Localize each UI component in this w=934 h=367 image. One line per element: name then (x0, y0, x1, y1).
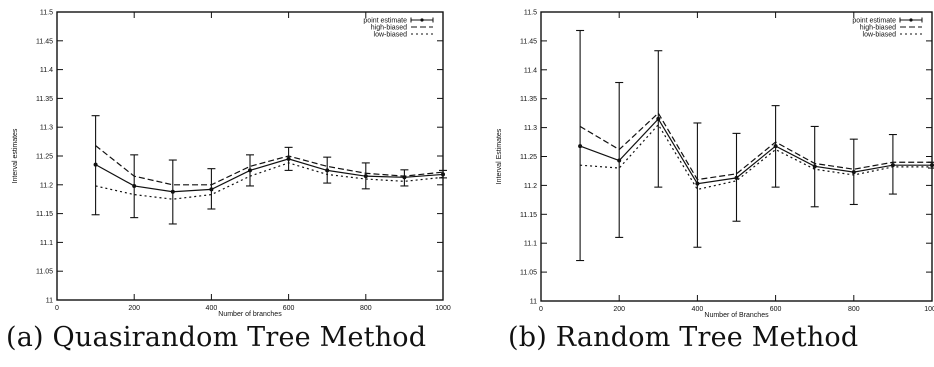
point-marker (578, 144, 583, 149)
point-marker (851, 170, 856, 175)
y-tick-label: 11.2 (524, 183, 537, 190)
y-tick-label: 11.5 (524, 10, 537, 17)
legend-marker (909, 18, 913, 22)
legend-label: low-biased (863, 32, 897, 39)
point-marker (773, 144, 778, 149)
y-tick-label: 11.5 (40, 10, 53, 17)
point-marker (170, 189, 175, 194)
x-tick-label: 400 (692, 306, 704, 313)
x-tick-label: 200 (128, 305, 140, 312)
y-tick-label: 11.4 (524, 67, 537, 74)
y-tick-label: 11.3 (524, 125, 537, 132)
series-line-dotted (580, 123, 932, 191)
y-axis-label: Interval estimates (12, 128, 19, 183)
x-tick-label: 800 (848, 306, 860, 313)
series-line-dotted (95, 162, 444, 200)
y-tick-label: 11.35 (36, 96, 53, 103)
y-tick-label: 11.05 (520, 270, 537, 277)
legend-label: high-biased (371, 25, 407, 32)
y-tick-label: 11.3 (40, 125, 53, 132)
series-line-errorbar (579, 117, 932, 185)
point-marker (132, 183, 137, 188)
point-marker (695, 181, 700, 186)
caption-random: (b) Random Tree Method (508, 322, 859, 353)
point-marker (286, 156, 291, 161)
x-tick-label: 0 (55, 305, 59, 312)
x-tick-label: 200 (613, 306, 625, 313)
y-tick-label: 11.1 (40, 240, 53, 247)
point-marker (890, 163, 895, 168)
point-marker (930, 163, 934, 168)
y-tick-label: 11.25 (36, 154, 53, 161)
x-tick-label: 1000 (924, 306, 934, 313)
plot-1: 11 11.05 11.1 11.15 11.2 11.25 11.3 11.35 11.4 11… (496, 10, 934, 319)
point-marker (209, 187, 214, 192)
y-tick-label: 11 (530, 299, 537, 306)
caption-quasirandom: (a) Quasirandom Tree Method (6, 322, 427, 353)
point-marker (812, 164, 817, 169)
x-tick-label: 600 (283, 305, 295, 312)
y-tick-label: 11.15 (520, 212, 537, 219)
x-tick-label: 0 (539, 306, 543, 313)
legend-label: point estimate (852, 18, 896, 25)
point-marker (363, 174, 368, 179)
x-tick-label: 400 (206, 305, 218, 312)
series-line-errorbar (95, 158, 444, 193)
x-axis-label: Number of branches (218, 311, 282, 318)
x-tick-label: 1000 (435, 305, 451, 312)
x-tick-label: 600 (770, 306, 782, 313)
y-tick-label: 11.35 (520, 96, 537, 103)
y-tick-label: 11.4 (40, 67, 53, 74)
y-tick-label: 11.1 (524, 241, 537, 248)
y-tick-label: 11.15 (36, 211, 53, 218)
legend-label: low-biased (374, 32, 408, 39)
plot-0: 11 11.05 11.1 11.15 11.2 11.25 11.3 11.35 11.4 11… (12, 10, 451, 319)
y-tick-label: 11 (46, 298, 53, 305)
x-tick-label: 800 (360, 305, 372, 312)
legend-label: high-biased (860, 25, 896, 32)
x-axis-label: Number of Branches (704, 312, 769, 319)
point-marker (325, 168, 330, 173)
y-tick-label: 11.2 (40, 182, 53, 189)
point-marker (656, 116, 661, 121)
legend-marker (420, 18, 424, 22)
y-tick-label: 11.45 (36, 38, 53, 45)
y-tick-label: 11.45 (520, 38, 537, 45)
y-tick-label: 11.25 (520, 154, 537, 161)
point-marker (441, 172, 445, 177)
series-line-dashed (95, 145, 444, 186)
y-axis-label: Interval Estimates (496, 128, 503, 184)
point-marker (734, 175, 739, 180)
point-marker (248, 168, 252, 173)
point-marker (617, 158, 622, 163)
y-tick-label: 11.05 (36, 269, 53, 276)
legend-label: point estimate (363, 18, 407, 25)
series-line-dashed (579, 112, 932, 181)
point-marker (93, 162, 98, 167)
